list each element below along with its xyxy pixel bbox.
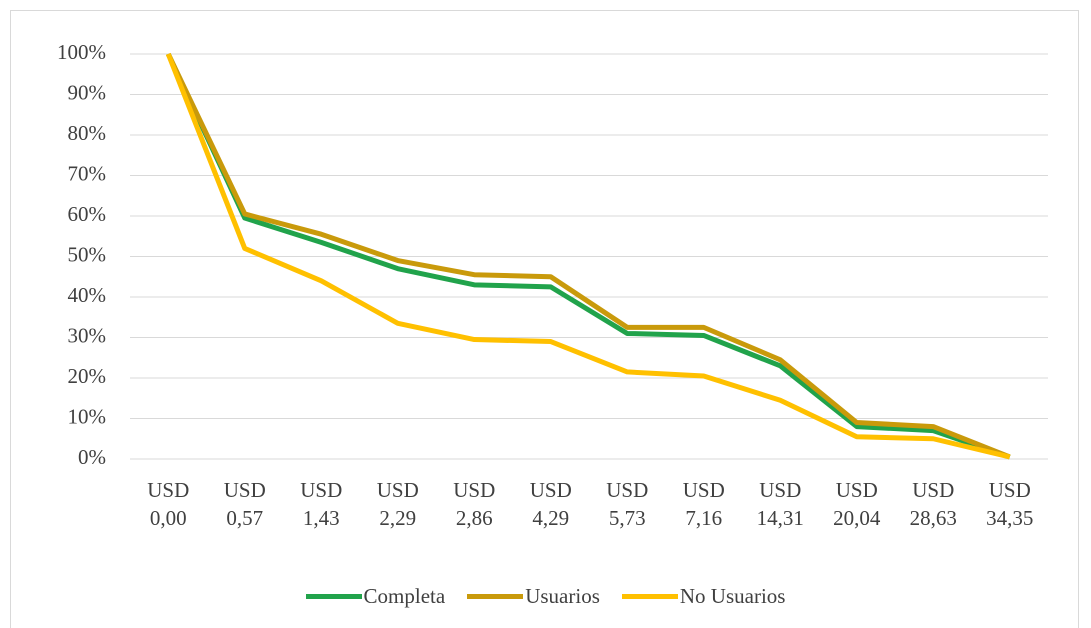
legend-swatch [467,594,524,599]
y-tick-label: 20% [68,364,107,388]
x-tick-label: USD 1,43 [300,478,343,530]
series-line [165,52,1011,460]
x-tick-label: USD 2,29 [376,478,419,530]
y-tick-label: 80% [68,121,107,145]
x-tick-label: USD 0,57 [223,478,266,530]
series-line [165,53,1011,460]
y-tick-label: 60% [68,202,107,226]
x-tick-label: USD 2,86 [453,478,496,530]
chart-border [10,10,1079,628]
legend-item: Usuarios [467,584,600,609]
x-tick-label: USD 4,29 [529,478,572,530]
legend-label: No Usuarios [679,584,786,608]
x-tick-label: USD 14,31 [756,478,804,530]
y-tick-label: 100% [57,40,106,64]
legend-label: Completa [363,584,446,608]
legend-item: Completa [305,584,446,609]
y-tick-label: 40% [68,283,107,307]
legend-label: Usuarios [525,584,600,608]
x-tick-label: USD 0,00 [147,478,190,530]
legend: Completa Usuarios No Usuarios [0,584,1091,609]
legend-swatch [305,594,362,599]
y-tick-label: 70% [68,161,107,185]
x-tick-label: USD 34,35 [986,478,1034,530]
y-tick-label: 50% [68,242,107,266]
y-tick-label: 0% [78,445,106,469]
x-tick-label: USD 5,73 [606,478,649,530]
x-tick-label: USD 20,04 [833,478,881,530]
y-tick-label: 10% [68,404,107,428]
y-tick-label: 90% [68,80,107,104]
legend-item: No Usuarios [621,584,786,609]
series-line [165,52,1011,460]
x-tick-label: USD 7,16 [682,478,725,530]
x-tick-label: USD 28,63 [909,478,957,530]
y-tick-label: 30% [68,323,107,347]
legend-swatch [621,594,678,599]
